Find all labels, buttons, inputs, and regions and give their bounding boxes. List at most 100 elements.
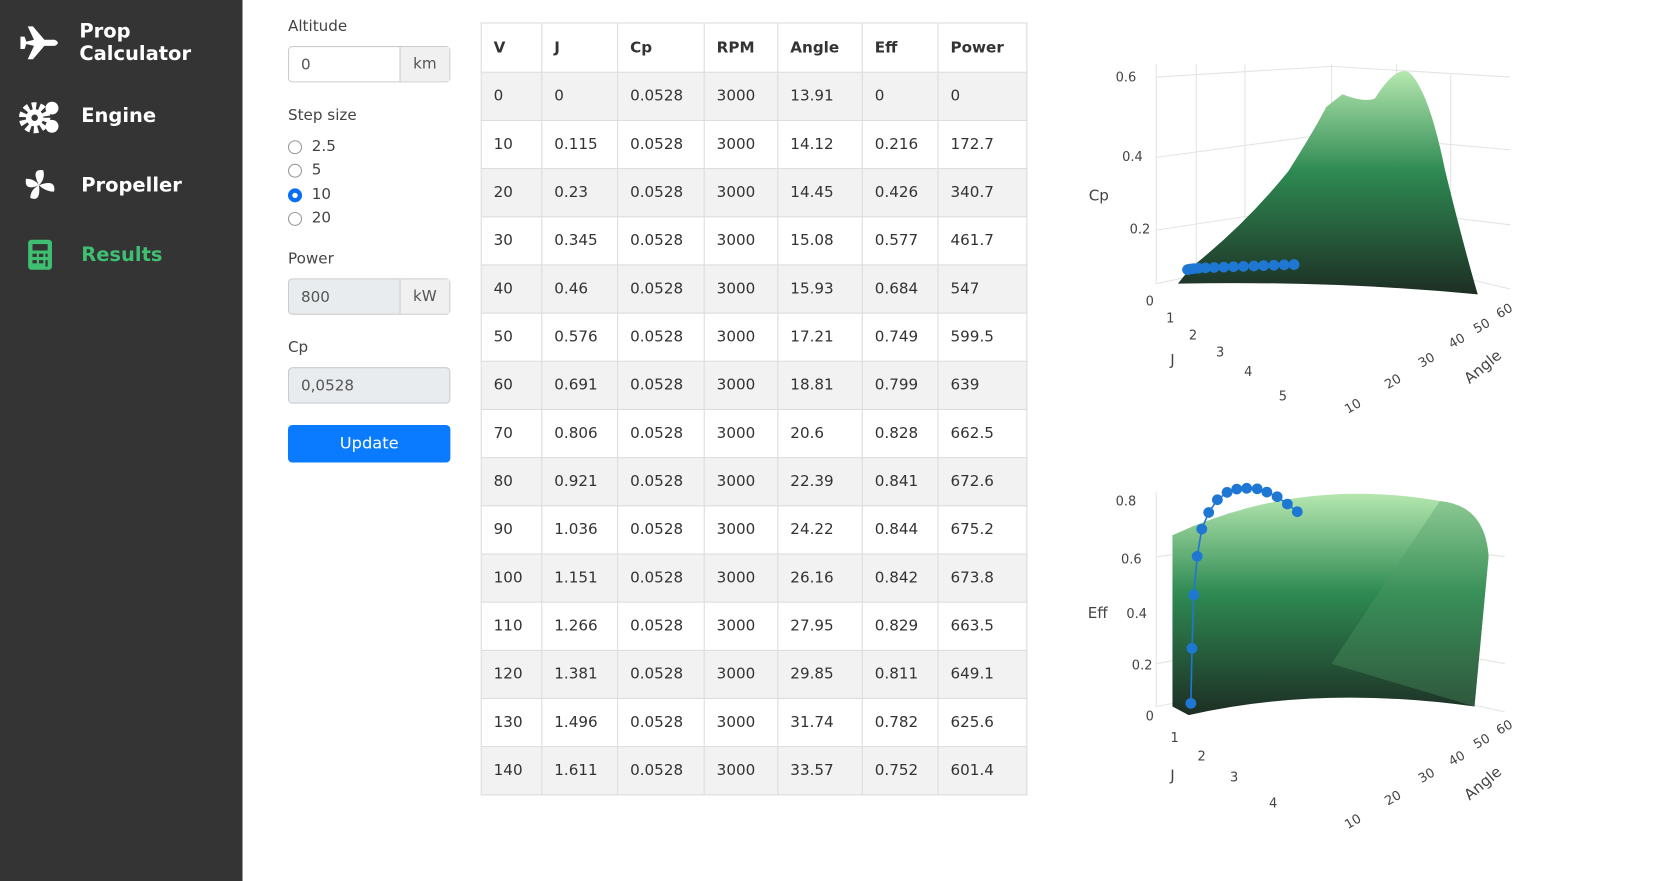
radio-label: 10 <box>311 186 332 204</box>
cell: 20.6 <box>777 408 863 459</box>
nav-item[interactable]: Engine <box>17 94 156 137</box>
x-tick-label: 2 <box>1189 329 1197 344</box>
cell: 0 <box>861 71 939 121</box>
cell: 130 <box>480 697 543 748</box>
eff-point <box>1271 491 1283 503</box>
results-table: V J Cp RPM Angle Eff Power 0 0 0.0528 3000 13.91 0 0 1… <box>480 22 1028 796</box>
eff-point <box>1231 483 1243 495</box>
cell: 10 <box>480 119 543 170</box>
column-header: Cp <box>617 22 705 73</box>
eff-point <box>1186 642 1198 654</box>
nav-label: Prop Calculator <box>79 20 192 66</box>
cell: 1.151 <box>541 553 619 603</box>
cp-input: 0,0528 <box>287 367 451 404</box>
cell: 3000 <box>703 505 779 555</box>
cell: 0.0528 <box>617 505 705 555</box>
table-row: 120 1.381 0.0528 3000 29.85 0.811 649.1 <box>480 649 1028 700</box>
cell: 0.782 <box>861 697 939 748</box>
cell: 0.216 <box>861 119 939 170</box>
cell: 70 <box>480 408 543 459</box>
cell: 0.0528 <box>617 119 705 170</box>
cell: 649.1 <box>937 649 1028 700</box>
x-tick-label: 4 <box>1244 365 1252 380</box>
cell: 0.752 <box>861 746 939 796</box>
y-tick-label: 30 <box>1416 350 1438 371</box>
cell: 0.691 <box>541 360 619 411</box>
z-tick-label: 0 <box>1146 294 1154 309</box>
cell: 672.6 <box>937 457 1028 507</box>
cell: 3000 <box>703 553 779 603</box>
x-tick-label: 3 <box>1230 771 1238 786</box>
eff-point <box>1185 697 1197 709</box>
cell: 14.12 <box>777 119 863 170</box>
nav-item[interactable]: Results <box>17 233 162 276</box>
cell: 0.0528 <box>617 360 705 411</box>
unit: kW <box>399 279 450 314</box>
z-tick-label: 0.4 <box>1122 150 1143 165</box>
cell: 3000 <box>703 264 779 314</box>
radio[interactable]: 10 <box>287 186 332 204</box>
y-tick-label: 60 <box>1494 301 1516 322</box>
cell: 0.806 <box>541 408 619 459</box>
cell: 0.844 <box>861 505 939 555</box>
cell: 3000 <box>703 649 779 700</box>
cp-point <box>1208 262 1220 273</box>
y-tick-label: 30 <box>1416 766 1438 787</box>
cell: 3000 <box>703 168 779 218</box>
cell: 662.5 <box>937 408 1028 459</box>
cell: 675.2 <box>937 505 1028 555</box>
radio[interactable]: 2.5 <box>287 138 336 155</box>
cp-surface <box>1177 71 1478 295</box>
table-row: 20 0.23 0.0528 3000 14.45 0.426 340.7 <box>480 168 1028 218</box>
table-row: 130 1.496 0.0528 3000 31.74 0.782 625.6 <box>480 697 1028 748</box>
y-tick-label: 40 <box>1446 748 1468 769</box>
radio[interactable]: 20 <box>287 210 331 227</box>
cell: 0.799 <box>861 360 939 411</box>
table-row: 100 1.151 0.0528 3000 26.16 0.842 673.8 <box>480 553 1028 603</box>
cell: 601.4 <box>937 746 1028 796</box>
cell: 80 <box>480 457 543 507</box>
cell: 0.0528 <box>617 649 705 700</box>
cell: 1.266 <box>541 601 619 651</box>
column-header: Power <box>937 22 1028 73</box>
z-tick-label: 0.8 <box>1116 495 1137 510</box>
cell: 663.5 <box>937 601 1028 651</box>
cell: 0.23 <box>541 168 619 218</box>
cell: 0.0528 <box>617 168 705 218</box>
cell: 120 <box>480 649 543 700</box>
unit: km <box>399 47 450 82</box>
update-button[interactable]: Update <box>287 424 451 463</box>
cell: 0 <box>480 71 543 121</box>
cell: 50 <box>480 312 543 362</box>
cell: 0.0528 <box>617 746 705 796</box>
cell: 1.496 <box>541 697 619 748</box>
table-row: 110 1.266 0.0528 3000 27.95 0.829 663.5 <box>480 601 1028 651</box>
input-value: 0 <box>300 56 311 74</box>
input-value: 0,0528 <box>300 377 355 396</box>
x-tick-label: 2 <box>1198 749 1206 764</box>
cell: 0.0528 <box>617 71 705 121</box>
cell: 0.345 <box>541 216 619 266</box>
cell: 3000 <box>703 697 779 748</box>
column-header: Angle <box>777 22 863 73</box>
nav-item[interactable]: Prop Calculator <box>17 20 242 66</box>
cp-point <box>1218 261 1230 273</box>
cell: 15.93 <box>777 264 863 314</box>
icon <box>28 239 52 270</box>
y-tick-label: 20 <box>1382 372 1404 393</box>
y-axis-title: Angle <box>1461 763 1506 804</box>
eff-point <box>1261 486 1273 498</box>
nav-item[interactable]: Propeller <box>17 164 182 207</box>
table-row: 50 0.576 0.0528 3000 17.21 0.749 599.5 <box>480 312 1028 362</box>
altitude-input[interactable]: 0 km <box>287 46 451 83</box>
cell: 0.828 <box>861 408 939 459</box>
eff-point <box>1291 506 1303 518</box>
radio[interactable]: 5 <box>287 162 321 179</box>
nav-label: Results <box>81 243 163 267</box>
y-axis-title: Angle <box>1461 346 1506 387</box>
cell: 3000 <box>703 312 779 362</box>
z-tick-label: 0.4 <box>1126 607 1147 622</box>
table-row: 30 0.345 0.0528 3000 15.08 0.577 461.7 <box>480 216 1028 266</box>
cell: 0.841 <box>861 457 939 507</box>
